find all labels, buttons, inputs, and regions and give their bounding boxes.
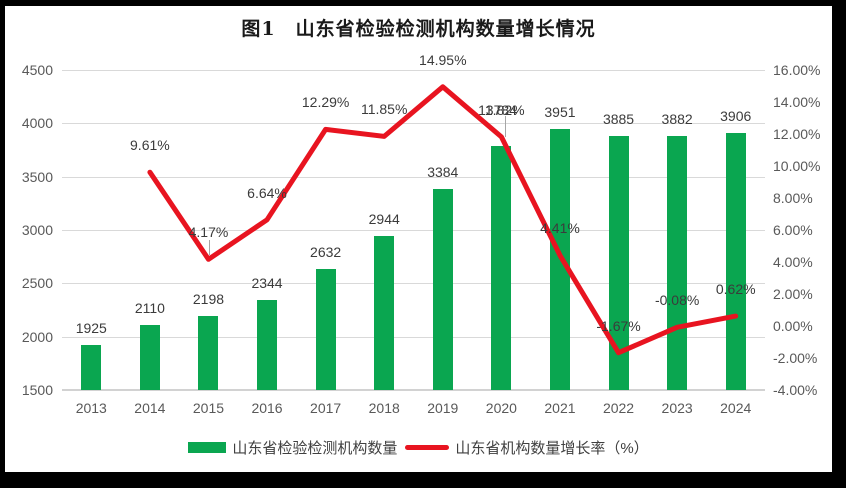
x-axis-label: 2019 <box>427 400 459 416</box>
bar <box>725 133 746 390</box>
left-axis-tick-label: 3500 <box>21 168 53 185</box>
x-axis: 2013 2014 2015 2016 2017 2018 2019 2020 2021 2022… <box>62 400 765 418</box>
gridline <box>62 176 765 178</box>
growth-point-label: 11.85% <box>360 101 408 118</box>
bar <box>491 146 512 390</box>
bar <box>198 315 219 390</box>
legend-bar-swatch-icon <box>188 442 227 453</box>
legend: 山东省检验检测机构数量 山东省机构数量增长率（%） <box>5 437 832 458</box>
plot-area: 1925 2110 2198 2344 2632 2944 3384 3784 3951 3885… <box>62 52 765 391</box>
growth-point-label: 9.61% <box>130 137 170 154</box>
right-axis-tick-label: 0.00% <box>773 318 813 334</box>
gridline <box>62 230 765 231</box>
left-axis-tick-label: 1500 <box>21 382 53 398</box>
right-axis-tick-label: 2.00% <box>773 286 813 302</box>
right-axis-tick-label: -4.00% <box>773 382 818 398</box>
left-axis: 4500 4000 3500 3000 2500 2000 1500 <box>19 62 53 398</box>
right-axis-tick-label: 8.00% <box>773 190 813 206</box>
right-axis-tick-label: 16.00% <box>773 62 821 78</box>
gridline <box>62 283 765 285</box>
bar <box>139 324 160 390</box>
left-axis-tick-label: 3000 <box>21 222 53 238</box>
chart-panel: 图1 山东省检验检测机构数量增长情况 4500 4000 3500 3000 2500 2… <box>5 6 832 472</box>
bar-value-label: 3384 <box>427 164 459 181</box>
growth-point-label: 0.62% <box>715 281 756 298</box>
right-axis-tick-label: 4.00% <box>773 254 813 270</box>
gridline <box>62 336 765 338</box>
bar-value-label: 2110 <box>134 299 165 316</box>
growth-point-label: 6.64% <box>247 184 287 201</box>
bar-value-label: 3882 <box>661 110 693 127</box>
bar <box>432 189 453 390</box>
right-axis-tick-label: 12.00% <box>773 126 821 142</box>
chart-title: 图1 山东省检验检测机构数量增长情况 <box>241 18 596 40</box>
bar <box>374 235 395 390</box>
legend-line-swatch-icon <box>405 445 450 450</box>
growth-point-label: 4.41% <box>540 220 580 237</box>
right-axis-tick-label: 10.00% <box>773 158 821 174</box>
left-axis-tick-label: 2000 <box>21 328 53 345</box>
gridline <box>62 123 765 125</box>
x-axis-label: 2021 <box>544 400 576 416</box>
left-axis-tick-label: 4500 <box>21 62 53 78</box>
growth-point-label: 11.82% <box>478 101 525 118</box>
left-axis-tick-label: 2500 <box>21 275 53 292</box>
bar-value-label: 1925 <box>75 319 107 336</box>
x-axis-label: 2020 <box>485 400 517 416</box>
growth-point-label: 14.95% <box>419 51 467 68</box>
bar-value-label: 3784 <box>485 102 517 119</box>
bar <box>608 135 629 390</box>
legend-line-label: 山东省机构数量增长率（%） <box>455 440 649 457</box>
bar-value-label: 2632 <box>310 244 342 261</box>
leader-line <box>209 240 211 256</box>
right-axis-tick-label: 14.00% <box>773 94 821 110</box>
bar-value-label: 3906 <box>720 108 752 125</box>
right-axis: 16.00% 14.00% 12.00% 10.00% 8.00% 6.00% 4.00% 2… <box>773 62 829 398</box>
left-axis-tick-label: 4000 <box>21 115 53 132</box>
bar <box>257 299 278 390</box>
growth-line <box>147 84 739 356</box>
x-axis-label: 2023 <box>661 400 693 416</box>
gridline <box>62 70 765 71</box>
x-axis-label: 2013 <box>75 400 107 416</box>
growth-point-label: 4.17% <box>188 224 229 241</box>
x-axis-label: 2022 <box>602 400 635 416</box>
x-axis-label: 2018 <box>368 400 400 416</box>
x-axis-label: 2017 <box>310 400 342 416</box>
bar-value-label: 2344 <box>251 274 283 291</box>
bar-value-label: 2198 <box>192 290 225 307</box>
bar-value-label: 3951 <box>544 103 576 120</box>
leader-line <box>505 116 507 138</box>
right-axis-tick-label: -2.00% <box>773 350 818 366</box>
bar <box>315 269 336 390</box>
gridline <box>62 389 765 391</box>
legend-item-line: 山东省机构数量增长率（%） <box>405 437 649 458</box>
x-axis-label: 2015 <box>192 400 225 416</box>
growth-point-label: -0.08% <box>654 292 700 309</box>
x-axis-label: 2016 <box>251 400 283 416</box>
x-axis-label: 2014 <box>134 400 166 416</box>
x-axis-label: 2024 <box>720 400 752 416</box>
bar-value-label: 2944 <box>368 210 400 227</box>
bar <box>81 344 102 390</box>
right-axis-tick-label: 6.00% <box>773 222 813 238</box>
growth-point-label: 12.29% <box>301 94 350 111</box>
bar-value-label: 3885 <box>602 110 635 127</box>
legend-item-bars: 山东省检验检测机构数量 <box>188 437 397 458</box>
legend-bar-label: 山东省检验检测机构数量 <box>232 440 398 457</box>
growth-point-label: -1.67% <box>596 317 641 334</box>
